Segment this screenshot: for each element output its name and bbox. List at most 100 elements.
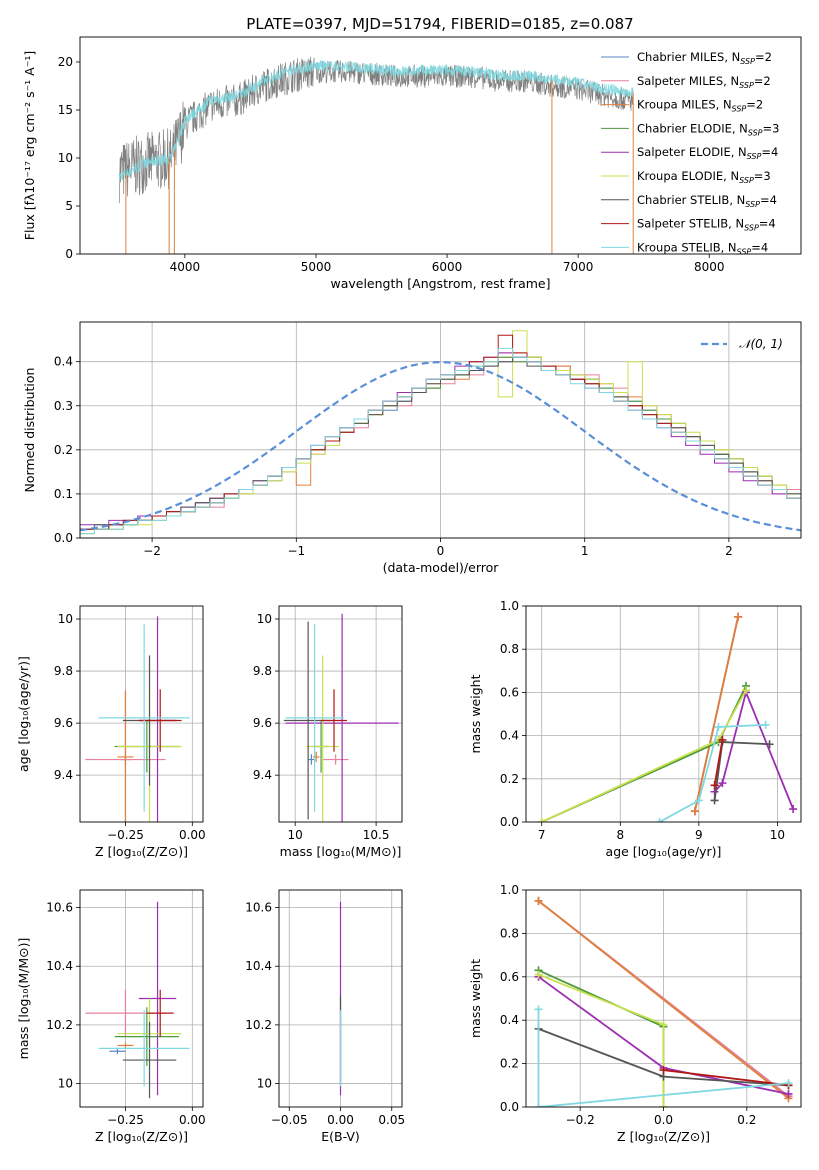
x-axis-label: mass [log₁₀(M/M⊙)] bbox=[280, 844, 402, 859]
legend-name: Kroupa STELIB, N bbox=[637, 240, 737, 254]
legend-val: =4 bbox=[760, 193, 777, 207]
x-axis-label: (data-model)/error bbox=[383, 560, 500, 575]
weight-marker bbox=[659, 1066, 668, 1075]
x-tick-label: −1 bbox=[287, 544, 305, 558]
x-tick-label: 6000 bbox=[432, 260, 463, 274]
x-tick-label: 0.0 bbox=[654, 1113, 673, 1127]
age-vs-metallicity-panel: −0.25 0.00 9.4 9.6 9.8 10 Z [log₁₀(Z/Z⊙)] age [… bbox=[16, 605, 206, 859]
weight-marker bbox=[534, 1103, 543, 1107]
y-tick-label: 9.6 bbox=[253, 716, 272, 730]
legend-name: Kroupa MILES, N bbox=[637, 98, 732, 112]
weight-marker bbox=[710, 796, 719, 805]
x-axis-label: Z [log₁₀(Z/Z⊙)] bbox=[617, 1129, 710, 1144]
y-tick-label: 9.8 bbox=[253, 664, 272, 678]
x-tick-label: −0.2 bbox=[566, 1113, 595, 1127]
y-tick-label: 0.8 bbox=[500, 926, 519, 940]
weight-series-line bbox=[537, 1009, 789, 1107]
weight-series-line bbox=[694, 616, 739, 812]
y-tick-label: 10 bbox=[58, 1077, 73, 1091]
x-tick-label: 1 bbox=[581, 544, 589, 558]
weight-marker bbox=[537, 818, 546, 822]
y-axis-label: mass weight bbox=[468, 674, 483, 753]
mass-vs-ebv-panel: −0.05 0.00 0.05 10 10.2 10.4 10.6 E(B-V) bbox=[245, 889, 405, 1144]
y-tick-label: 10 bbox=[257, 612, 272, 626]
weight-marker bbox=[714, 722, 723, 731]
plot-area bbox=[118, 56, 634, 254]
x-tick-label: 0.00 bbox=[179, 828, 206, 842]
legend-name: Kroupa ELODIE, N bbox=[637, 169, 739, 183]
legend-sub: SSP bbox=[740, 57, 755, 66]
y-tick-label: 0.3 bbox=[54, 399, 73, 413]
errorbar-point bbox=[98, 1010, 190, 1087]
histogram-step bbox=[80, 347, 801, 538]
legend-sub: SSP bbox=[739, 81, 754, 90]
x-tick-label: −0.05 bbox=[271, 1113, 308, 1127]
gaussian-curve bbox=[80, 360, 801, 532]
weight-marker bbox=[742, 686, 750, 695]
plot-area bbox=[85, 616, 190, 822]
errorbar-point bbox=[138, 689, 182, 752]
plot-area bbox=[534, 896, 793, 1107]
y-tick-label: 0.6 bbox=[500, 970, 519, 984]
y-tick-label: 9.4 bbox=[253, 768, 272, 782]
x-axis-label: age [log₁₀(age/yr)] bbox=[606, 844, 722, 859]
weight-marker bbox=[765, 740, 774, 749]
legend-val: =4 bbox=[759, 217, 776, 231]
mass-vs-metallicity-panel: −0.25 0.00 10 10.2 10.4 10.6 Z [log₁₀(Z/Z⊙)] ma… bbox=[16, 889, 206, 1144]
errorbar-point bbox=[114, 1007, 179, 1066]
legend-val: =4 bbox=[751, 240, 768, 254]
x-tick-label: −2 bbox=[143, 544, 161, 558]
weight-vs-metallicity-panel: −0.2 0.0 0.2 0.0 0.2 0.4 0.6 0.8 1.0 Z [log₁₀(Z/Z… bbox=[468, 883, 802, 1144]
legend-entry: Salpeter STELIB, NSSP=4 bbox=[637, 217, 776, 233]
legend-sub: SSP bbox=[748, 128, 763, 137]
x-tick-label: 2 bbox=[725, 544, 733, 558]
y-tick-label: 10.6 bbox=[245, 901, 272, 915]
x-tick-label: 0 bbox=[437, 544, 445, 558]
legend-entry: Kroupa MILES, NSSP=2 bbox=[637, 98, 763, 114]
weight-marker bbox=[655, 818, 664, 822]
y-tick-label: 1.0 bbox=[500, 883, 519, 897]
errorbar-point bbox=[117, 1042, 134, 1049]
x-tick-label: 0.00 bbox=[179, 1113, 206, 1127]
y-tick-label: 0.8 bbox=[500, 642, 519, 656]
x-tick-label: 4000 bbox=[170, 260, 201, 274]
weight-marker bbox=[718, 779, 727, 788]
x-tick-label: 0.2 bbox=[737, 1113, 756, 1127]
weight-marker bbox=[659, 1020, 668, 1029]
legend-name: Salpeter STELIB, N bbox=[637, 217, 744, 231]
legend-val: =2 bbox=[754, 74, 771, 88]
y-tick-label: 9.8 bbox=[54, 664, 73, 678]
legend-val: =3 bbox=[763, 121, 780, 135]
y-tick-label: 0.0 bbox=[500, 815, 519, 829]
errorbar-point bbox=[138, 901, 177, 1096]
y-tick-label: 0.4 bbox=[500, 729, 519, 743]
axes-frame bbox=[79, 889, 204, 1108]
y-tick-label: 0.1 bbox=[54, 487, 73, 501]
x-tick-label: 9 bbox=[695, 828, 703, 842]
y-axis-label: mass [log₁₀(M/M⊙)] bbox=[16, 938, 31, 1060]
legend-entry: Salpeter MILES, NSSP=2 bbox=[637, 74, 771, 90]
errorbar-point bbox=[117, 691, 134, 822]
axes-frame bbox=[79, 36, 802, 255]
errorbar-point bbox=[285, 624, 344, 812]
weight-marker bbox=[734, 612, 743, 621]
plot-area bbox=[283, 613, 399, 822]
legend-entry: Salpeter ELODIE, NSSP=4 bbox=[637, 145, 778, 161]
y-tick-label: 10.2 bbox=[245, 1018, 272, 1032]
legend-sub: SSP bbox=[745, 200, 760, 209]
x-tick-label: 7000 bbox=[563, 260, 594, 274]
legend-sub: SSP bbox=[744, 224, 759, 233]
y-tick-label: 5 bbox=[65, 199, 73, 213]
residuals-panel: −2 −1 0 1 2 0.0 0.1 0.2 0.3 0.4 (data-model)/error… bbox=[22, 321, 802, 575]
axes-frame bbox=[278, 605, 403, 823]
y-tick-label: 15 bbox=[58, 103, 73, 117]
x-tick-label: −0.25 bbox=[107, 1113, 144, 1127]
weight-series-line bbox=[538, 973, 665, 1107]
y-tick-label: 10.6 bbox=[46, 901, 73, 915]
y-tick-label: 0.2 bbox=[500, 772, 519, 786]
y-tick-label: 20 bbox=[58, 55, 73, 69]
weight-marker bbox=[690, 807, 699, 816]
errorbar-point bbox=[98, 624, 190, 812]
y-tick-label: 9.4 bbox=[54, 768, 73, 782]
legend-sub: SSP bbox=[737, 247, 752, 256]
